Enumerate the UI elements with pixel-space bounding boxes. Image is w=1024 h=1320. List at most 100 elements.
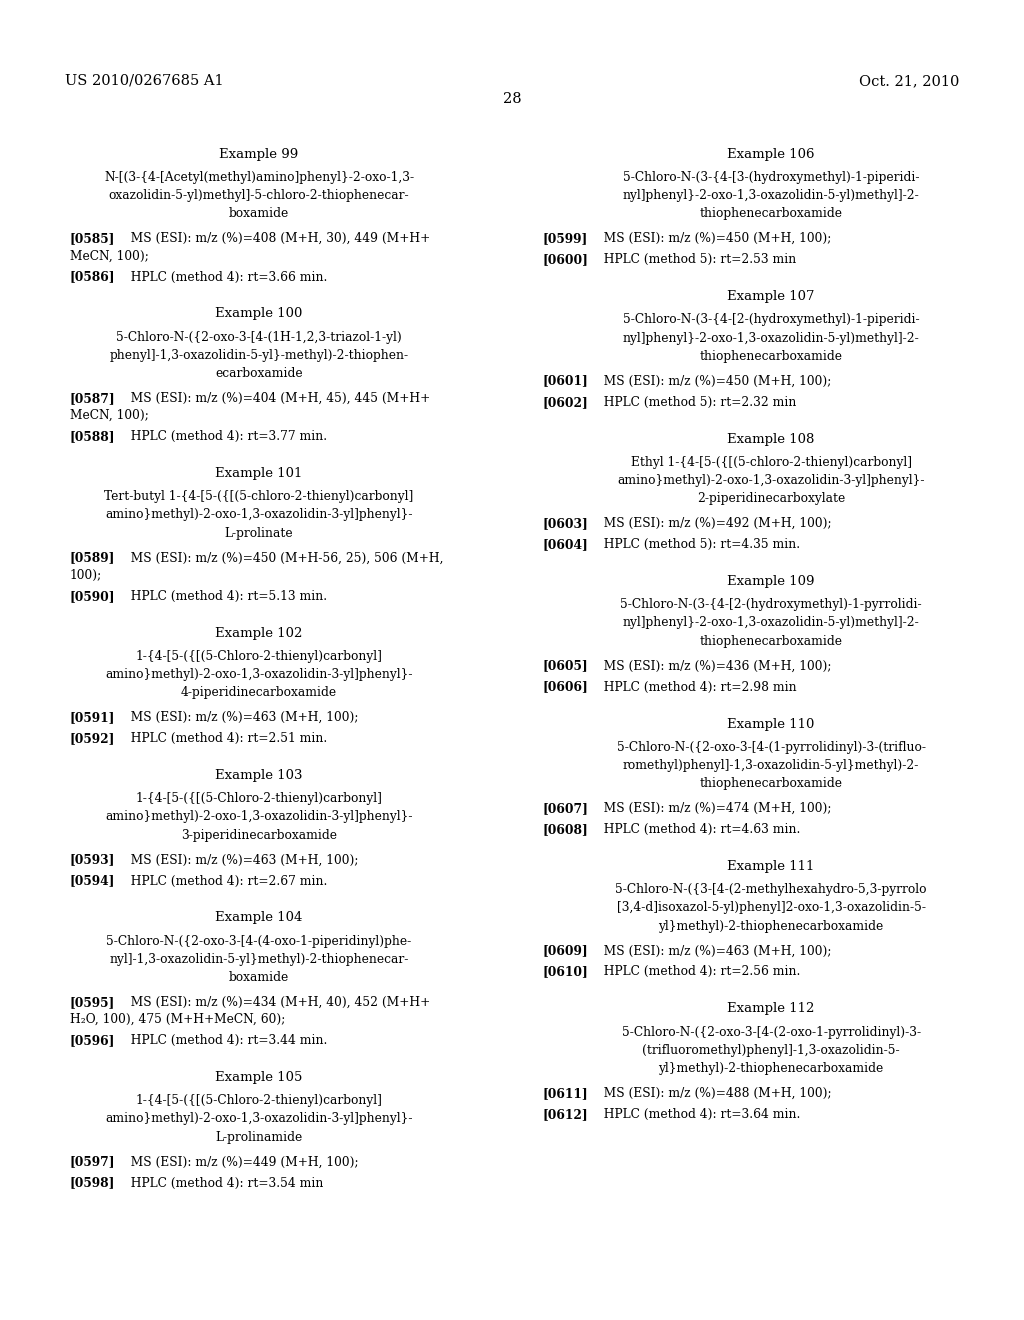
Text: 5-Chloro-N-({2-oxo-3-[4-(4-oxo-1-piperidinyl)phe-: 5-Chloro-N-({2-oxo-3-[4-(4-oxo-1-piperid… <box>106 935 412 948</box>
Text: N-[(3-{4-[Acetyl(methyl)amino]phenyl}-2-oxo-1,3-: N-[(3-{4-[Acetyl(methyl)amino]phenyl}-2-… <box>104 170 414 183</box>
Text: amino}methyl)-2-oxo-1,3-oxazolidin-3-yl]phenyl}-: amino}methyl)-2-oxo-1,3-oxazolidin-3-yl]… <box>105 668 413 681</box>
Text: Example 102: Example 102 <box>215 627 303 640</box>
Text: 5-Chloro-N-(3-{4-[2-(hydroxymethyl)-1-piperidi-: 5-Chloro-N-(3-{4-[2-(hydroxymethyl)-1-pi… <box>623 313 920 326</box>
Text: [0593]: [0593] <box>70 854 115 866</box>
Text: Tert-butyl 1-{4-[5-({[(5-chloro-2-thienyl)carbonyl]: Tert-butyl 1-{4-[5-({[(5-chloro-2-thieny… <box>104 490 414 503</box>
Text: boxamide: boxamide <box>229 207 289 220</box>
Text: HPLC (method 4): rt=3.66 min.: HPLC (method 4): rt=3.66 min. <box>123 271 328 284</box>
Text: MS (ESI): m/z (%)=449 (M+H, 100);: MS (ESI): m/z (%)=449 (M+H, 100); <box>123 1155 358 1168</box>
Text: HPLC (method 4): rt=2.51 min.: HPLC (method 4): rt=2.51 min. <box>123 733 327 744</box>
Text: [3,4-d]isoxazol-5-yl)phenyl]2-oxo-1,3-oxazolidin-5-: [3,4-d]isoxazol-5-yl)phenyl]2-oxo-1,3-ox… <box>616 902 926 915</box>
Text: 5-Chloro-N-(3-{4-[3-(hydroxymethyl)-1-piperidi-: 5-Chloro-N-(3-{4-[3-(hydroxymethyl)-1-pi… <box>623 170 920 183</box>
Text: nyl]-1,3-oxazolidin-5-yl}methyl)-2-thiophenecar-: nyl]-1,3-oxazolidin-5-yl}methyl)-2-thiop… <box>110 953 409 966</box>
Text: yl}methyl)-2-thiophenecarboxamide: yl}methyl)-2-thiophenecarboxamide <box>658 920 884 932</box>
Text: MS (ESI): m/z (%)=488 (M+H, 100);: MS (ESI): m/z (%)=488 (M+H, 100); <box>596 1086 831 1100</box>
Text: 3-piperidinecarboxamide: 3-piperidinecarboxamide <box>181 829 337 842</box>
Text: romethyl)phenyl]-1,3-oxazolidin-5-yl}methyl)-2-: romethyl)phenyl]-1,3-oxazolidin-5-yl}met… <box>623 759 920 772</box>
Text: H₂O, 100), 475 (M+H+MeCN, 60);: H₂O, 100), 475 (M+H+MeCN, 60); <box>70 1012 285 1026</box>
Text: Example 99: Example 99 <box>219 148 299 161</box>
Text: nyl]phenyl}-2-oxo-1,3-oxazolidin-5-yl)methyl]-2-: nyl]phenyl}-2-oxo-1,3-oxazolidin-5-yl)me… <box>623 616 920 630</box>
Text: [0599]: [0599] <box>543 232 588 246</box>
Text: nyl]phenyl}-2-oxo-1,3-oxazolidin-5-yl)methyl]-2-: nyl]phenyl}-2-oxo-1,3-oxazolidin-5-yl)me… <box>623 331 920 345</box>
Text: HPLC (method 4): rt=2.56 min.: HPLC (method 4): rt=2.56 min. <box>596 965 801 978</box>
Text: Example 109: Example 109 <box>727 576 815 589</box>
Text: (trifluoromethyl)phenyl]-1,3-oxazolidin-5-: (trifluoromethyl)phenyl]-1,3-oxazolidin-… <box>642 1044 900 1057</box>
Text: [0596]: [0596] <box>70 1034 115 1047</box>
Text: HPLC (method 4): rt=3.77 min.: HPLC (method 4): rt=3.77 min. <box>123 430 327 444</box>
Text: Example 108: Example 108 <box>727 433 815 446</box>
Text: HPLC (method 5): rt=2.53 min: HPLC (method 5): rt=2.53 min <box>596 253 797 267</box>
Text: [0585]: [0585] <box>70 232 115 246</box>
Text: [0591]: [0591] <box>70 711 115 723</box>
Text: [0592]: [0592] <box>70 733 115 744</box>
Text: [0587]: [0587] <box>70 392 116 405</box>
Text: Example 101: Example 101 <box>215 467 303 480</box>
Text: Example 111: Example 111 <box>727 861 815 873</box>
Text: [0605]: [0605] <box>543 660 589 672</box>
Text: nyl]phenyl}-2-oxo-1,3-oxazolidin-5-yl)methyl]-2-: nyl]phenyl}-2-oxo-1,3-oxazolidin-5-yl)me… <box>623 189 920 202</box>
Text: 4-piperidinecarboxamide: 4-piperidinecarboxamide <box>181 686 337 700</box>
Text: Ethyl 1-{4-[5-({[(5-chloro-2-thienyl)carbonyl]: Ethyl 1-{4-[5-({[(5-chloro-2-thienyl)car… <box>631 455 911 469</box>
Text: HPLC (method 4): rt=4.63 min.: HPLC (method 4): rt=4.63 min. <box>596 824 801 836</box>
Text: HPLC (method 5): rt=2.32 min: HPLC (method 5): rt=2.32 min <box>596 396 797 409</box>
Text: [0601]: [0601] <box>543 375 589 388</box>
Text: MeCN, 100);: MeCN, 100); <box>70 249 148 263</box>
Text: 100);: 100); <box>70 569 101 582</box>
Text: thiophenecarboxamide: thiophenecarboxamide <box>699 777 843 791</box>
Text: MS (ESI): m/z (%)=463 (M+H, 100);: MS (ESI): m/z (%)=463 (M+H, 100); <box>596 944 831 957</box>
Text: MS (ESI): m/z (%)=404 (M+H, 45), 445 (M+H+: MS (ESI): m/z (%)=404 (M+H, 45), 445 (M+… <box>123 392 430 405</box>
Text: [0608]: [0608] <box>543 824 589 836</box>
Text: 5-Chloro-N-({2-oxo-3-[4-(1-pyrrolidinyl)-3-(trifluo-: 5-Chloro-N-({2-oxo-3-[4-(1-pyrrolidinyl)… <box>616 741 926 754</box>
Text: MS (ESI): m/z (%)=463 (M+H, 100);: MS (ESI): m/z (%)=463 (M+H, 100); <box>123 711 358 723</box>
Text: MeCN, 100);: MeCN, 100); <box>70 409 148 422</box>
Text: 5-Chloro-N-(3-{4-[2-(hydroxymethyl)-1-pyrrolidi-: 5-Chloro-N-(3-{4-[2-(hydroxymethyl)-1-py… <box>621 598 922 611</box>
Text: 5-Chloro-N-({2-oxo-3-[4-(2-oxo-1-pyrrolidinyl)-3-: 5-Chloro-N-({2-oxo-3-[4-(2-oxo-1-pyrroli… <box>622 1026 921 1039</box>
Text: thiophenecarboxamide: thiophenecarboxamide <box>699 207 843 220</box>
Text: MS (ESI): m/z (%)=492 (M+H, 100);: MS (ESI): m/z (%)=492 (M+H, 100); <box>596 517 831 531</box>
Text: amino}methyl)-2-oxo-1,3-oxazolidin-3-yl]phenyl}-: amino}methyl)-2-oxo-1,3-oxazolidin-3-yl]… <box>105 1113 413 1126</box>
Text: HPLC (method 4): rt=3.64 min.: HPLC (method 4): rt=3.64 min. <box>596 1107 801 1121</box>
Text: Example 106: Example 106 <box>727 148 815 161</box>
Text: MS (ESI): m/z (%)=474 (M+H, 100);: MS (ESI): m/z (%)=474 (M+H, 100); <box>596 803 831 814</box>
Text: [0597]: [0597] <box>70 1155 115 1168</box>
Text: amino}methyl)-2-oxo-1,3-oxazolidin-3-yl]phenyl}-: amino}methyl)-2-oxo-1,3-oxazolidin-3-yl]… <box>617 474 925 487</box>
Text: L-prolinamide: L-prolinamide <box>215 1131 303 1143</box>
Text: MS (ESI): m/z (%)=450 (M+H, 100);: MS (ESI): m/z (%)=450 (M+H, 100); <box>596 375 831 388</box>
Text: [0604]: [0604] <box>543 539 589 552</box>
Text: [0598]: [0598] <box>70 1176 115 1189</box>
Text: thiophenecarboxamide: thiophenecarboxamide <box>699 635 843 648</box>
Text: 2-piperidinecarboxylate: 2-piperidinecarboxylate <box>697 492 845 506</box>
Text: L-prolinate: L-prolinate <box>224 527 294 540</box>
Text: HPLC (method 4): rt=2.98 min: HPLC (method 4): rt=2.98 min <box>596 681 797 693</box>
Text: MS (ESI): m/z (%)=436 (M+H, 100);: MS (ESI): m/z (%)=436 (M+H, 100); <box>596 660 831 672</box>
Text: [0610]: [0610] <box>543 965 589 978</box>
Text: [0602]: [0602] <box>543 396 589 409</box>
Text: HPLC (method 4): rt=3.54 min: HPLC (method 4): rt=3.54 min <box>123 1176 324 1189</box>
Text: HPLC (method 4): rt=3.44 min.: HPLC (method 4): rt=3.44 min. <box>123 1034 328 1047</box>
Text: amino}methyl)-2-oxo-1,3-oxazolidin-3-yl]phenyl}-: amino}methyl)-2-oxo-1,3-oxazolidin-3-yl]… <box>105 508 413 521</box>
Text: ecarboxamide: ecarboxamide <box>215 367 303 380</box>
Text: [0600]: [0600] <box>543 253 589 267</box>
Text: thiophenecarboxamide: thiophenecarboxamide <box>699 350 843 363</box>
Text: [0603]: [0603] <box>543 517 589 531</box>
Text: oxazolidin-5-yl)methyl]-5-chloro-2-thiophenecar-: oxazolidin-5-yl)methyl]-5-chloro-2-thiop… <box>109 189 410 202</box>
Text: HPLC (method 5): rt=4.35 min.: HPLC (method 5): rt=4.35 min. <box>596 539 800 552</box>
Text: [0590]: [0590] <box>70 590 115 603</box>
Text: Example 104: Example 104 <box>215 912 303 924</box>
Text: MS (ESI): m/z (%)=408 (M+H, 30), 449 (M+H+: MS (ESI): m/z (%)=408 (M+H, 30), 449 (M+… <box>123 232 430 246</box>
Text: phenyl]-1,3-oxazolidin-5-yl}-methyl)-2-thiophen-: phenyl]-1,3-oxazolidin-5-yl}-methyl)-2-t… <box>110 348 409 362</box>
Text: [0588]: [0588] <box>70 430 115 444</box>
Text: MS (ESI): m/z (%)=450 (M+H-56, 25), 506 (M+H,: MS (ESI): m/z (%)=450 (M+H-56, 25), 506 … <box>123 552 443 565</box>
Text: [0594]: [0594] <box>70 875 115 887</box>
Text: Example 100: Example 100 <box>215 308 303 321</box>
Text: 5-Chloro-N-({3-[4-(2-methylhexahydro-5,3-pyrrolo: 5-Chloro-N-({3-[4-(2-methylhexahydro-5,3… <box>615 883 927 896</box>
Text: [0589]: [0589] <box>70 552 115 565</box>
Text: [0612]: [0612] <box>543 1107 589 1121</box>
Text: Example 110: Example 110 <box>727 718 815 730</box>
Text: Oct. 21, 2010: Oct. 21, 2010 <box>859 74 959 88</box>
Text: US 2010/0267685 A1: US 2010/0267685 A1 <box>65 74 223 88</box>
Text: [0611]: [0611] <box>543 1086 589 1100</box>
Text: boxamide: boxamide <box>229 972 289 983</box>
Text: Example 105: Example 105 <box>215 1071 303 1084</box>
Text: 1-{4-[5-({[(5-Chloro-2-thienyl)carbonyl]: 1-{4-[5-({[(5-Chloro-2-thienyl)carbonyl] <box>135 649 383 663</box>
